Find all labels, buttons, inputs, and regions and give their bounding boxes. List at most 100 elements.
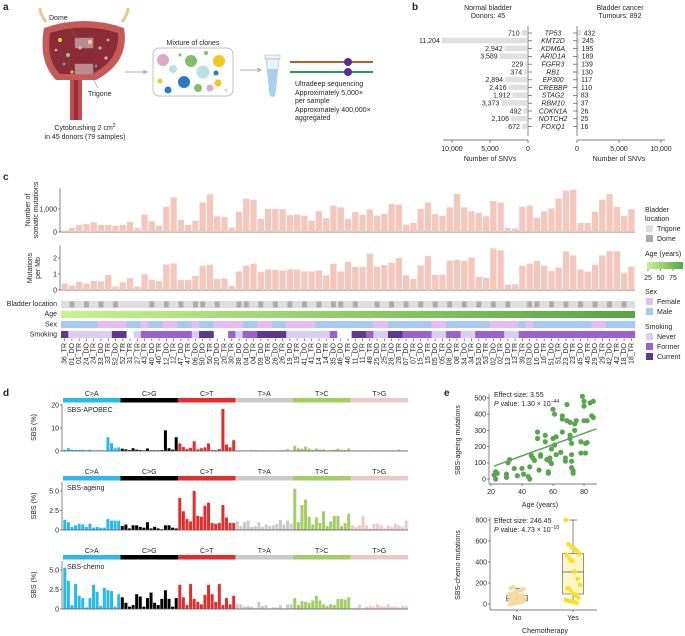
legend-swatch-trigone	[646, 225, 653, 232]
cancer-value-label: 16	[581, 124, 589, 131]
tube-icon	[264, 54, 281, 97]
sbs-bar	[171, 527, 175, 530]
sbs-bar	[189, 521, 193, 530]
cancer-bar	[577, 30, 582, 36]
sbs-bar	[95, 591, 99, 609]
normal-value-label: 3,373	[482, 101, 500, 108]
scatter-point	[558, 449, 564, 455]
sample-bar	[192, 275, 199, 290]
sample-bar	[533, 217, 541, 232]
sbs-bar	[260, 450, 264, 451]
sample-label: 31_TR	[127, 343, 134, 364]
sbs-bar	[77, 449, 81, 451]
sbs-bar	[318, 600, 322, 609]
sbs-bar	[120, 597, 124, 609]
scatter-point	[511, 465, 517, 472]
sbs-bar	[296, 448, 300, 451]
scatter-point	[503, 474, 510, 480]
y-tick-label: 20	[51, 402, 59, 409]
cancer-value-label: 26	[581, 108, 589, 115]
sample-bar	[373, 266, 381, 290]
sbs-bar	[117, 594, 121, 609]
sample-bar	[482, 277, 490, 290]
sbs-bar	[185, 519, 189, 530]
smoking-cell	[387, 331, 403, 338]
normal-bar	[525, 61, 527, 67]
scatter-point	[493, 476, 499, 482]
sbs-bar	[149, 528, 153, 530]
sbs-bar	[225, 444, 229, 451]
sample-bar	[315, 211, 323, 232]
sample-bar	[243, 198, 250, 232]
sample-label: 50_DO	[200, 342, 207, 365]
sbs-bar	[386, 525, 390, 530]
sample-bar	[526, 205, 533, 232]
sbs-bar	[196, 449, 200, 451]
sample-bar	[134, 228, 141, 232]
sample-label: 26_TR	[280, 343, 287, 364]
sample-bar	[112, 286, 119, 290]
y-tick-label: 0	[482, 476, 486, 483]
box-point	[563, 517, 569, 523]
sbs-bar	[379, 605, 383, 609]
scatter-effect-size: Effect size: 3.55	[494, 392, 544, 399]
sbs-bar	[131, 448, 135, 451]
location-cell	[220, 301, 229, 308]
sbs-bar	[138, 450, 142, 451]
sbs-bar	[88, 449, 92, 451]
sbs-bar	[167, 525, 171, 530]
sbs-bar	[113, 520, 117, 530]
cancer-value-label: 83	[581, 93, 589, 100]
signature-name: SBS-chemo	[67, 564, 104, 571]
sbs-bar	[325, 526, 329, 530]
box-point	[574, 600, 579, 606]
sample-label: 02_DO	[490, 342, 497, 365]
arrow-icon	[240, 67, 262, 73]
mutation-class-label: C>T	[200, 469, 214, 476]
sbs-bar	[318, 449, 322, 451]
sbs-bar	[318, 522, 322, 530]
scatter-y-label: SBS-ageing mutations	[455, 405, 462, 475]
sbs-bar	[210, 450, 214, 451]
normal-bladder-title: Normal bladder	[464, 5, 513, 12]
normal-bar	[524, 69, 527, 75]
sbs-bar	[390, 526, 394, 530]
sbs-bar	[253, 449, 257, 451]
sbs-bar	[189, 447, 193, 451]
sbs-bar	[131, 525, 135, 530]
sample-bar	[272, 209, 279, 232]
scatter-point	[569, 452, 575, 458]
location-cell-dome	[403, 301, 409, 308]
sample-bar	[264, 209, 272, 232]
sample-label: 51_TR	[556, 343, 563, 364]
sbs-bar	[145, 598, 149, 609]
scatter-point	[531, 457, 538, 463]
sample-bar	[105, 274, 112, 290]
mutation-class-bar	[293, 398, 351, 403]
sample-bar	[170, 197, 177, 232]
sample-bar	[511, 284, 519, 290]
sbs-bar	[232, 522, 236, 530]
sbs-bar	[178, 584, 182, 609]
sex-cell	[315, 321, 374, 328]
mutation-class-bar	[178, 476, 236, 481]
sample-bar	[119, 224, 126, 232]
scatter-point	[494, 470, 500, 476]
sbs-bar	[228, 604, 232, 609]
sample-label: 23_TR	[570, 343, 577, 364]
sample-bar	[235, 211, 243, 232]
sbs-bar	[311, 524, 315, 530]
sbs-bar	[322, 449, 326, 451]
x-tick-label: 20	[487, 489, 495, 496]
sample-label: 30_TR	[229, 343, 236, 364]
location-cell	[184, 301, 192, 308]
legend-label-never: Never	[657, 334, 676, 341]
sbs-bar	[210, 594, 214, 609]
sample-bar	[446, 260, 453, 290]
location-cell-dome	[192, 301, 198, 308]
sample-bar	[548, 271, 555, 290]
gene-label: ARID1A	[539, 54, 566, 61]
normal-value-label: 2,106	[491, 116, 509, 123]
sample-bar	[221, 278, 228, 290]
sbs-bar	[92, 527, 96, 530]
